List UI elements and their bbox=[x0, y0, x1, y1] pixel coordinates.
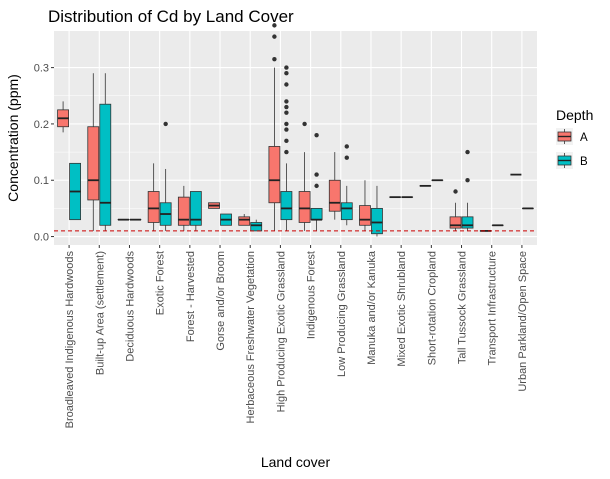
x-tick-label: Forest - Harvested bbox=[185, 251, 197, 342]
outlier-point bbox=[284, 127, 289, 132]
box-a bbox=[87, 73, 100, 231]
box-body bbox=[461, 216, 474, 229]
box-b bbox=[461, 149, 474, 231]
x-tick-label: Gorse and/or Broom bbox=[215, 251, 227, 351]
plot-panel bbox=[54, 31, 537, 245]
box-body bbox=[298, 191, 311, 223]
y-tick-label: 0.1 bbox=[34, 175, 49, 187]
x-tick-label: Manuka and/or Kanuka bbox=[366, 250, 378, 365]
box-body bbox=[250, 222, 263, 232]
x-tick-label: Exotic Forest bbox=[155, 251, 167, 315]
y-axis: 0.0 0.1 0.2 0.3 bbox=[34, 63, 54, 244]
box-body bbox=[189, 191, 202, 226]
box-a bbox=[238, 214, 251, 226]
x-tick-label: Built-up Area (settlement) bbox=[94, 251, 106, 375]
box-a bbox=[359, 180, 371, 231]
legend-label: B bbox=[580, 156, 588, 168]
outlier-point bbox=[465, 178, 470, 183]
x-axis-title: Land cover bbox=[261, 454, 331, 470]
box-a bbox=[268, 23, 281, 231]
outlier-point bbox=[284, 149, 289, 155]
box-b bbox=[280, 65, 293, 231]
x-tick-label: Urban Parkland/Open Space bbox=[517, 251, 529, 392]
box-b bbox=[159, 121, 172, 231]
box-b bbox=[99, 73, 112, 231]
outlier-point bbox=[272, 56, 277, 62]
outlier-point bbox=[284, 71, 289, 76]
box-b bbox=[69, 162, 81, 221]
x-tick-label: Deciduous Hardwoods bbox=[124, 251, 136, 362]
x-tick-label: Mixed Exotic Shrubland bbox=[396, 251, 408, 367]
outlier-point bbox=[284, 121, 289, 127]
outlier-point bbox=[314, 183, 319, 189]
box-body bbox=[359, 205, 371, 226]
box-a bbox=[57, 101, 69, 133]
box-b bbox=[310, 132, 323, 231]
outlier-point bbox=[163, 121, 168, 127]
outlier-point bbox=[284, 99, 289, 104]
chart-title: Distribution of Cd by Land Cover bbox=[48, 7, 294, 26]
x-tick-label: Herbaceous Freshwater Vegetation bbox=[245, 251, 257, 423]
box-b bbox=[371, 185, 383, 237]
x-tick-label: Tall Tussock Grassland bbox=[457, 251, 469, 364]
box-body bbox=[280, 191, 293, 221]
x-tick-label: High Producing Exotic Grassland bbox=[275, 251, 287, 412]
box-a bbox=[298, 121, 311, 231]
box-body bbox=[177, 196, 190, 226]
outlier-point bbox=[465, 149, 470, 155]
outlier-point bbox=[272, 34, 277, 39]
box-body bbox=[147, 191, 160, 223]
box-body bbox=[268, 146, 281, 204]
box-a bbox=[147, 163, 160, 231]
outlier-point bbox=[284, 138, 289, 144]
box-body bbox=[87, 126, 100, 201]
outlier-point bbox=[302, 121, 307, 127]
box-body bbox=[99, 103, 112, 226]
outlier-point bbox=[314, 132, 319, 138]
y-tick-label: 0.2 bbox=[34, 119, 49, 131]
outlier-point bbox=[453, 189, 458, 194]
x-tick-label: Indigenous Forest bbox=[306, 251, 318, 339]
x-axis: Broadleaved Indigenous Hardwoods Built-up… bbox=[64, 245, 529, 428]
y-tick-label: 0.3 bbox=[34, 63, 49, 75]
box-b bbox=[189, 191, 202, 231]
outlier-point bbox=[284, 82, 289, 87]
box-b bbox=[220, 213, 232, 226]
outlier-point bbox=[344, 144, 349, 149]
box-body bbox=[328, 179, 341, 212]
x-tick-label: Low Producing Grassland bbox=[336, 251, 348, 377]
y-axis-title: Concentration (ppm) bbox=[5, 74, 21, 202]
box-groups bbox=[57, 23, 534, 237]
box-a bbox=[208, 202, 220, 209]
legend-label: A bbox=[580, 132, 588, 144]
legend: Depth AB bbox=[556, 107, 593, 169]
box-body bbox=[310, 207, 323, 221]
box-b bbox=[340, 144, 353, 226]
y-tick-label: 0.0 bbox=[34, 232, 49, 244]
box-body bbox=[238, 216, 251, 226]
outlier-point bbox=[284, 65, 289, 70]
box-a bbox=[449, 189, 462, 231]
x-tick-label: Transport Infrastructure bbox=[487, 251, 499, 366]
box-body bbox=[340, 202, 353, 221]
box-body bbox=[449, 216, 462, 229]
box-a bbox=[328, 152, 341, 220]
box-b bbox=[250, 219, 263, 232]
x-tick-label: Short-rotation Cropland bbox=[426, 251, 438, 365]
legend-title: Depth bbox=[556, 107, 593, 123]
box-body bbox=[371, 207, 383, 235]
grid-lines bbox=[54, 31, 537, 245]
outlier-point bbox=[344, 155, 349, 160]
box-a bbox=[177, 185, 190, 231]
x-tick-label: Broadleaved Indigenous Hardwoods bbox=[64, 251, 76, 429]
outlier-point bbox=[272, 23, 277, 28]
outlier-point bbox=[284, 104, 289, 110]
outlier-point bbox=[284, 110, 289, 115]
outlier-point bbox=[314, 172, 319, 177]
